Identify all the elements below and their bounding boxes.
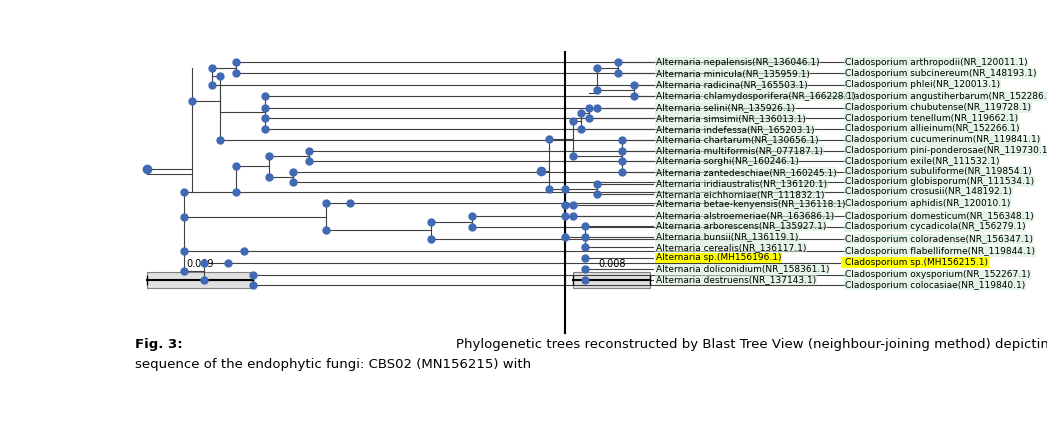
Text: Alternaria arborescens(NR_135927.1): Alternaria arborescens(NR_135927.1) (655, 222, 826, 230)
Text: Cladosporium coloradense(NR_156347.1): Cladosporium coloradense(NR_156347.1) (845, 235, 1033, 243)
Text: Alternaria doliconidium(NR_158361.1): Alternaria doliconidium(NR_158361.1) (655, 265, 829, 273)
Text: Alternaria sp.(MH156196.1): Alternaria sp.(MH156196.1) (655, 254, 781, 262)
Text: Alternaria chartarum(NR_130656.1): Alternaria chartarum(NR_130656.1) (655, 135, 819, 144)
Text: Cladosporium phlei(NR_120013.1): Cladosporium phlei(NR_120013.1) (845, 80, 1000, 89)
Text: Cladosporium allieinum(NR_152266.1): Cladosporium allieinum(NR_152266.1) (845, 124, 1020, 133)
Text: Alternaria selini(NR_135926.1): Alternaria selini(NR_135926.1) (655, 103, 795, 112)
Text: Cladosporium colocasiae(NR_119840.1): Cladosporium colocasiae(NR_119840.1) (845, 281, 1025, 290)
Text: Cladosporium subcinereum(NR_148193.1): Cladosporium subcinereum(NR_148193.1) (845, 69, 1037, 78)
Text: Alternaria iridiaustralis(NR_136120.1): Alternaria iridiaustralis(NR_136120.1) (655, 179, 827, 188)
Text: Cladosporium chubutense(NR_119728.1): Cladosporium chubutense(NR_119728.1) (845, 103, 1031, 112)
Text: 0.008: 0.008 (598, 260, 625, 269)
Text: Cladosporium cucumerinum(NR_119841.1): Cladosporium cucumerinum(NR_119841.1) (845, 135, 1040, 144)
Text: Alternaria bunsii(NR_136119.1): Alternaria bunsii(NR_136119.1) (655, 232, 798, 241)
Text: Cladosporium globisporum(NR_111534.1): Cladosporium globisporum(NR_111534.1) (845, 177, 1034, 186)
Text: Alternaria eichhorniae(NR_111832.1): Alternaria eichhorniae(NR_111832.1) (655, 190, 824, 199)
Text: Alternaria sorghi(NR_160246.1): Alternaria sorghi(NR_160246.1) (655, 157, 799, 165)
Bar (573, 272, 650, 288)
Text: Cladosporium angustiherbarum(NR_152286.1): Cladosporium angustiherbarum(NR_152286.1… (845, 92, 1047, 100)
Text: Alternaria multiformis(NR_077187.1): Alternaria multiformis(NR_077187.1) (655, 146, 823, 155)
Text: Alternaria simsimi(NR_136013.1): Alternaria simsimi(NR_136013.1) (655, 114, 806, 123)
FancyBboxPatch shape (841, 257, 1047, 268)
Text: Alternaria radicina(NR_165503.1): Alternaria radicina(NR_165503.1) (655, 80, 807, 89)
Text: Alternaria cerealis(NR_136117.1): Alternaria cerealis(NR_136117.1) (655, 243, 806, 252)
Text: sequence of the endophytic fungi: CBS02 (MN156215) with: sequence of the endophytic fungi: CBS02 … (135, 358, 535, 371)
Text: Cladosporium oxysporium(NR_152267.1): Cladosporium oxysporium(NR_152267.1) (845, 271, 1030, 279)
Text: Cladosporium aphidis(NR_120010.1): Cladosporium aphidis(NR_120010.1) (845, 199, 1010, 208)
Text: Cladosporium sp.(MH156215.1): Cladosporium sp.(MH156215.1) (845, 258, 988, 267)
Text: Alternaria minicula(NR_135959.1): Alternaria minicula(NR_135959.1) (655, 69, 809, 78)
Text: Alternaria indefessa(NR_165203.1): Alternaria indefessa(NR_165203.1) (655, 125, 815, 134)
Text: Phylogenetic trees reconstructed by Blast Tree View (neighbour-joining method) d: Phylogenetic trees reconstructed by Blas… (455, 338, 1047, 351)
Text: Fig. 3:: Fig. 3: (135, 338, 187, 351)
Text: Cladosporium subuliforme(NR_119854.1): Cladosporium subuliforme(NR_119854.1) (845, 167, 1031, 176)
Text: Cladosporium tenellum(NR_119662.1): Cladosporium tenellum(NR_119662.1) (845, 114, 1018, 123)
Bar (147, 272, 252, 288)
Text: Cladosporium flabelliforme(NR_119844.1): Cladosporium flabelliforme(NR_119844.1) (845, 247, 1034, 256)
Text: Cladosporium sp.(MH156215.1): Cladosporium sp.(MH156215.1) (845, 258, 988, 267)
Text: Alternaria alstroemeriae(NR_163686.1): Alternaria alstroemeriae(NR_163686.1) (655, 211, 834, 220)
Text: 0.009: 0.009 (186, 260, 214, 269)
Text: Cladosporium domesticum(NR_156348.1): Cladosporium domesticum(NR_156348.1) (845, 212, 1033, 221)
Text: Alternaria chlamydosporifera(NR_166228.1): Alternaria chlamydosporifera(NR_166228.1… (655, 92, 855, 100)
Text: Alternaria zantedeschiae(NR_160245.1): Alternaria zantedeschiae(NR_160245.1) (655, 168, 837, 177)
Text: Cladosporium crosusii(NR_148192.1): Cladosporium crosusii(NR_148192.1) (845, 187, 1011, 197)
Text: Cladosporium exile(NR_111532.1): Cladosporium exile(NR_111532.1) (845, 157, 1000, 165)
Text: Alternaria betae-kenyensis(NR_136118.1): Alternaria betae-kenyensis(NR_136118.1) (655, 200, 845, 209)
Text: Cladosporium pini-ponderosae(NR_119730.1): Cladosporium pini-ponderosae(NR_119730.1… (845, 146, 1047, 155)
Text: Cladosporium arthropodii(NR_120011.1): Cladosporium arthropodii(NR_120011.1) (845, 57, 1027, 67)
Text: Cladosporium cycadicola(NR_156279.1): Cladosporium cycadicola(NR_156279.1) (845, 222, 1026, 231)
Text: Alternaria destruens(NR_137143.1): Alternaria destruens(NR_137143.1) (655, 275, 816, 284)
Text: Alternaria nepalensis(NR_136046.1): Alternaria nepalensis(NR_136046.1) (655, 57, 820, 67)
